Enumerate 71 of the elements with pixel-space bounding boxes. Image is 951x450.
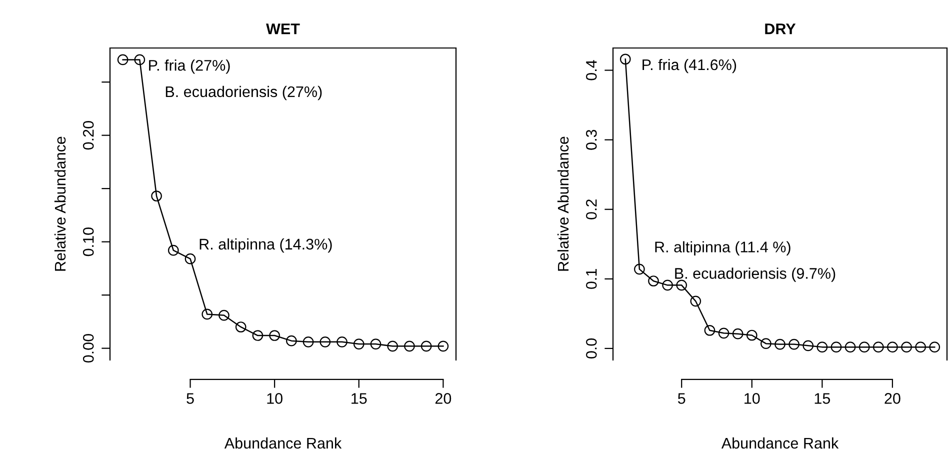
point — [704, 324, 716, 336]
y-axis-title: Relative Abundance — [54, 136, 66, 271]
point — [235, 322, 246, 332]
point — [887, 342, 898, 352]
annotation: R. altipinna (11.4 %) — [655, 241, 790, 256]
point — [690, 296, 702, 307]
x-tick-label: 15 — [352, 393, 367, 404]
point — [718, 328, 730, 339]
point — [788, 338, 800, 350]
point — [336, 336, 348, 348]
point — [830, 342, 842, 352]
point — [662, 280, 673, 291]
y-axis-title: Relative Abundance — [557, 136, 569, 271]
y-tick-label: 0.10 — [82, 228, 94, 256]
point — [218, 310, 230, 321]
y-tick-label: 0.2 — [586, 200, 597, 220]
point — [760, 338, 772, 349]
annotation: B. ecuadoriensis (9.7%) — [675, 268, 836, 282]
point — [648, 276, 659, 286]
x-tick-label: 10 — [267, 393, 282, 404]
chart-title: DRY — [765, 24, 796, 34]
point — [286, 335, 297, 346]
point — [929, 342, 940, 352]
point — [420, 340, 432, 352]
point — [438, 340, 449, 352]
point — [117, 54, 128, 66]
point — [302, 336, 314, 348]
point — [168, 244, 179, 256]
x-axis-title: Abundance Rank — [224, 437, 342, 449]
point — [901, 342, 912, 352]
point — [816, 342, 828, 352]
point — [202, 308, 213, 320]
point — [915, 342, 926, 352]
point — [134, 54, 146, 66]
point — [252, 330, 264, 341]
point — [269, 330, 280, 341]
y-tick-label: 0.20 — [82, 121, 94, 150]
x-axis-title: Abundance Rank — [721, 437, 839, 449]
y-tick-label: 0.1 — [586, 269, 597, 289]
x-tick-label: 10 — [744, 393, 760, 404]
point — [387, 340, 398, 352]
point — [370, 338, 382, 350]
point — [320, 336, 331, 348]
x-tick-label: 5 — [186, 393, 194, 404]
annotation: P. fria (41.6%) — [642, 58, 736, 74]
x-tick-label: 15 — [814, 393, 830, 404]
point — [844, 342, 856, 352]
annotation: R. altipinna (14.3%) — [200, 238, 332, 253]
point — [802, 340, 814, 352]
point — [620, 54, 631, 65]
annotation: P. fria (27%) — [149, 60, 230, 74]
point — [634, 264, 645, 275]
point — [151, 190, 162, 202]
point — [858, 342, 870, 352]
point — [774, 338, 786, 350]
point — [746, 330, 758, 341]
point — [676, 280, 688, 291]
y-tick-label: 0.3 — [586, 130, 597, 150]
y-tick-label: 0.4 — [586, 60, 597, 80]
point — [353, 338, 364, 350]
y-tick-label: 0.0 — [586, 338, 597, 358]
point — [732, 328, 744, 340]
x-tick-label: 20 — [435, 393, 452, 404]
point — [184, 253, 196, 264]
x-tick-label: 20 — [884, 393, 900, 404]
chart-title: WET — [266, 24, 300, 34]
point — [872, 342, 884, 352]
y-tick-label: 0.00 — [82, 334, 94, 363]
point — [404, 340, 415, 352]
x-tick-label: 5 — [678, 393, 686, 404]
annotation: B. ecuadoriensis (27%) — [166, 86, 322, 100]
